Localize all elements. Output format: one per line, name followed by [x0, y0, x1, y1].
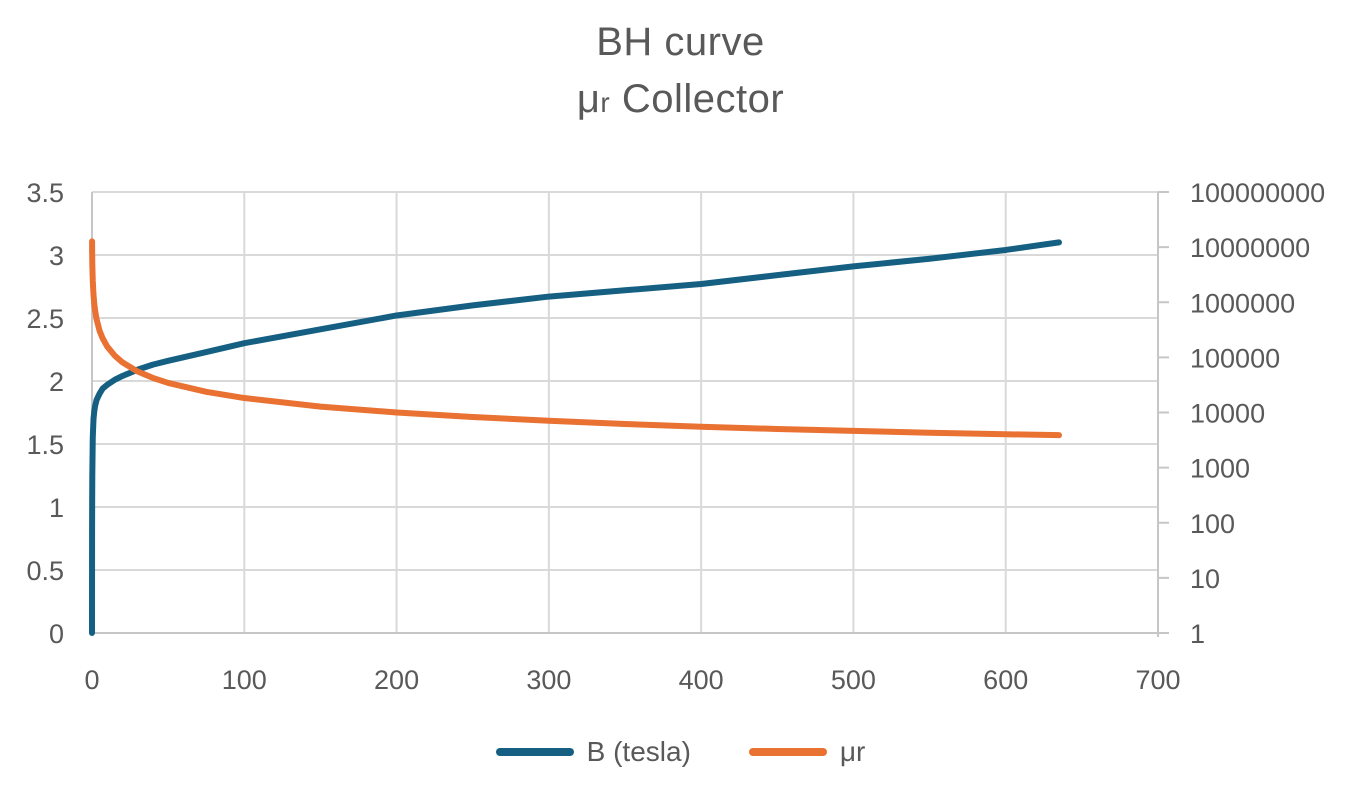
legend-label-mur: μr: [839, 736, 866, 767]
svg-text:100: 100: [1190, 509, 1235, 539]
svg-text:0: 0: [49, 619, 64, 649]
legend-label-b-tesla: B (tesla): [586, 736, 691, 767]
svg-text:0: 0: [84, 665, 99, 695]
legend-item-mur: μr: [748, 736, 866, 768]
svg-text:100000000: 100000000: [1190, 178, 1325, 208]
svg-text:3: 3: [49, 241, 64, 271]
svg-text:10000: 10000: [1190, 399, 1265, 429]
series-line-0: [89, 239, 1063, 636]
gridlines: [92, 191, 1158, 633]
legend-line-b-tesla-swatch: [495, 748, 574, 756]
chart-title: BH curve μr Collector: [0, 14, 1361, 131]
svg-text:600: 600: [983, 665, 1028, 695]
legend-line-mur-swatch: [748, 748, 827, 756]
legend-item-b-tesla: B (tesla): [495, 736, 691, 768]
svg-text:100000: 100000: [1190, 343, 1280, 373]
series-line-1: [89, 238, 1063, 439]
chart-title-line1: BH curve: [596, 20, 765, 64]
svg-text:400: 400: [679, 665, 724, 695]
svg-text:100: 100: [222, 665, 267, 695]
svg-text:1: 1: [49, 493, 64, 523]
mu-subscript-r: r: [600, 87, 611, 118]
legend: B (tesla) μr: [0, 736, 1361, 768]
svg-text:1: 1: [1190, 619, 1205, 649]
svg-text:1000: 1000: [1190, 454, 1250, 484]
mu-symbol: μ: [576, 77, 601, 121]
svg-text:1000000: 1000000: [1190, 288, 1295, 318]
svg-text:500: 500: [831, 665, 876, 695]
axis-tick-labels: 00.511.522.533.5110100100010000100000100…: [26, 178, 1325, 695]
svg-text:2.5: 2.5: [26, 304, 64, 334]
svg-text:0.5: 0.5: [26, 556, 64, 586]
svg-text:10000000: 10000000: [1190, 233, 1310, 263]
svg-text:300: 300: [526, 665, 571, 695]
svg-text:10: 10: [1190, 564, 1220, 594]
svg-text:2: 2: [49, 367, 64, 397]
svg-text:200: 200: [374, 665, 419, 695]
svg-text:3.5: 3.5: [26, 178, 64, 208]
svg-text:700: 700: [1135, 665, 1180, 695]
svg-text:1.5: 1.5: [26, 430, 64, 460]
title-line2-text: Collector: [610, 77, 785, 121]
chart-title-line2: μr Collector: [0, 71, 1361, 131]
